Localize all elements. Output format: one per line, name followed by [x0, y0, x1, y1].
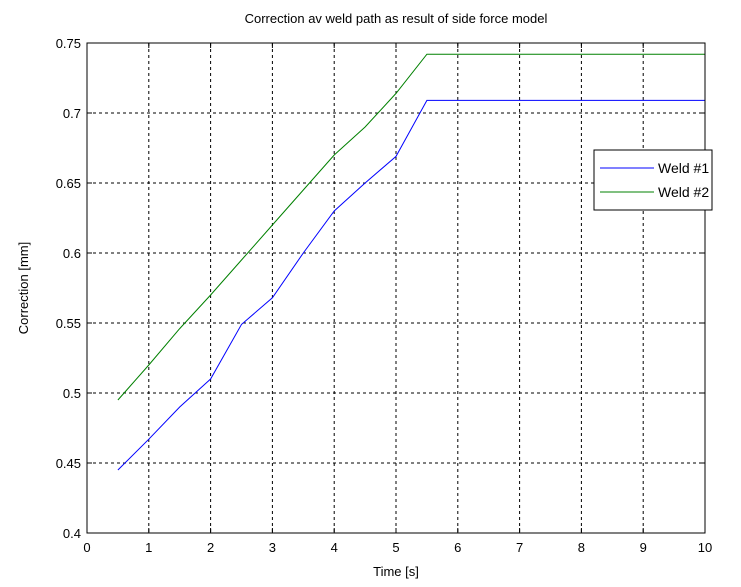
axis-ticks: 0 1 2 3 4 5 6 7 8 9 10 0.4 0.45 0.5 0.55 0.6 0.65 0.7 0.75	[56, 36, 713, 555]
x-axis-label: Time [s]	[373, 564, 419, 579]
x-tick-label: 10	[698, 540, 712, 555]
x-tick-label: 5	[392, 540, 399, 555]
grid-lines	[87, 43, 705, 533]
x-tick-label: 1	[145, 540, 152, 555]
y-tick-label: 0.4	[63, 526, 81, 541]
y-tick-label: 0.55	[56, 316, 81, 331]
y-tick-label: 0.45	[56, 456, 81, 471]
legend-label-2: Weld #2	[658, 184, 709, 200]
y-tick-label: 0.5	[63, 386, 81, 401]
chart-title: Correction av weld path as result of sid…	[245, 11, 548, 26]
y-tick-label: 0.7	[63, 106, 81, 121]
y-tick-label: 0.65	[56, 176, 81, 191]
legend-label-1: Weld #1	[658, 160, 709, 176]
series-line-1	[117, 99, 705, 471]
x-tick-label: 7	[516, 540, 523, 555]
y-tick-label: 0.6	[63, 246, 81, 261]
series-layer	[117, 53, 705, 471]
x-tick-label: 0	[83, 540, 90, 555]
x-tick-label: 2	[207, 540, 214, 555]
legend-box	[593, 149, 713, 211]
x-tick-label: 9	[640, 540, 647, 555]
x-tick-label: 6	[454, 540, 461, 555]
x-tick-label: 3	[269, 540, 276, 555]
x-tick-label: 4	[331, 540, 338, 555]
legend: Weld #1 Weld #2	[593, 149, 713, 211]
x-tick-label: 8	[578, 540, 585, 555]
series-line-2	[117, 53, 705, 401]
y-tick-label: 0.75	[56, 36, 81, 51]
y-axis-label: Correction [mm]	[16, 242, 31, 334]
